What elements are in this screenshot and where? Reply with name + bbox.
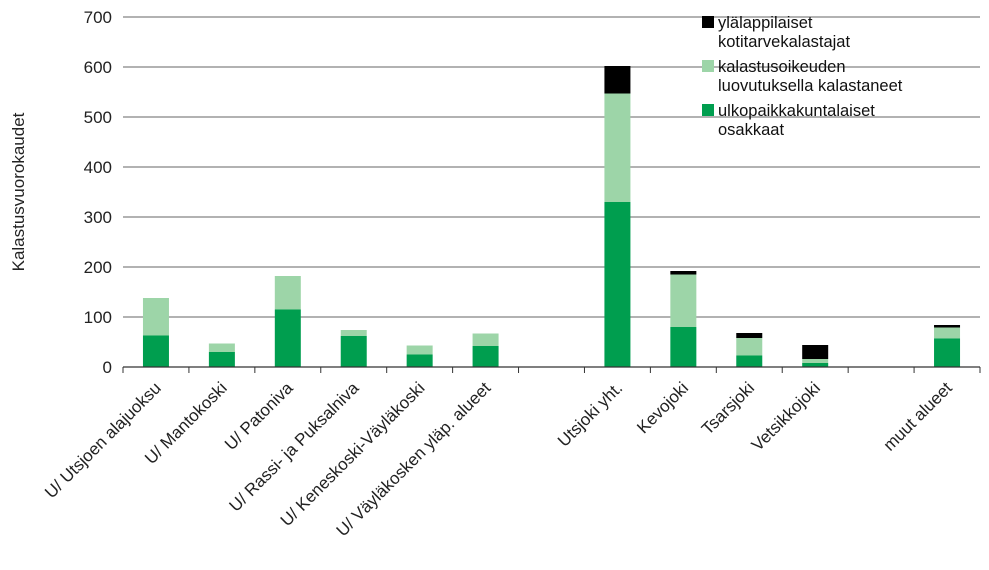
bar-segment bbox=[208, 352, 235, 367]
bar-segment bbox=[472, 333, 499, 346]
legend-swatch bbox=[702, 60, 714, 72]
y-tick-label: 500 bbox=[84, 108, 112, 127]
bar-segment bbox=[142, 298, 169, 336]
y-tick-label: 0 bbox=[103, 358, 112, 377]
bar-segment bbox=[736, 355, 763, 367]
bars bbox=[142, 66, 961, 367]
legend-swatch bbox=[702, 16, 714, 28]
y-tick-label: 100 bbox=[84, 308, 112, 327]
y-tick-labels: 0 100 200 300 400 500 600 700 bbox=[84, 8, 112, 377]
legend-label: kalastusoikeuden luovutuksella kalastanee… bbox=[718, 58, 903, 95]
x-tick-label: U/ Rassi- ja Puksalniva bbox=[226, 378, 363, 515]
bar-segment bbox=[670, 271, 697, 275]
legend-label-line: osakkaat bbox=[718, 121, 784, 139]
bar-segment bbox=[670, 327, 697, 367]
x-tick-label: Tsarsjoki bbox=[698, 378, 758, 438]
x-tick-label: Utsjoki yht. bbox=[554, 378, 626, 450]
bar-segment bbox=[736, 333, 763, 338]
y-tick-label: 200 bbox=[84, 258, 112, 277]
bar-segment bbox=[802, 363, 829, 367]
bar-segment bbox=[670, 274, 697, 327]
bar-segment bbox=[208, 343, 235, 352]
bar-segment bbox=[604, 202, 631, 367]
legend-swatch bbox=[702, 104, 714, 116]
y-tick-label: 400 bbox=[84, 158, 112, 177]
legend-label: ulkopaikkakuntalaiset osakkaat bbox=[718, 102, 875, 139]
y-tick-label: 600 bbox=[84, 58, 112, 77]
bar-segment bbox=[934, 327, 961, 339]
y-axis-label: Kalastusvuorokaudet bbox=[9, 112, 28, 271]
bar-segment bbox=[274, 309, 301, 367]
legend-label-line: ulkopaikkakuntalaiset bbox=[718, 102, 875, 120]
bar-segment bbox=[802, 345, 829, 359]
bar-segment bbox=[934, 325, 961, 328]
legend-label-line: kotitarvekalastajat bbox=[718, 33, 850, 51]
bar-segment bbox=[802, 359, 829, 363]
legend-label-line: luovutuksella kalastaneet bbox=[718, 77, 903, 95]
legend-label: ylälappilaiset kotitarvekalastajat bbox=[718, 14, 850, 51]
x-tick-label: U/ Utsjoen alajuoksu bbox=[41, 378, 165, 502]
bar-segment bbox=[406, 345, 433, 355]
y-tick-label: 700 bbox=[84, 8, 112, 27]
bar-segment bbox=[142, 335, 169, 367]
legend-label-line: kalastusoikeuden bbox=[718, 58, 846, 76]
bar-segment bbox=[472, 346, 499, 367]
bar-segment bbox=[736, 338, 763, 356]
x-tick-label: muut alueet bbox=[880, 378, 956, 454]
bar-segment bbox=[340, 336, 367, 367]
bar-segment bbox=[406, 354, 433, 367]
y-tick-label: 300 bbox=[84, 208, 112, 227]
legend-label-line: ylälappilaiset bbox=[718, 14, 813, 32]
bar-segment bbox=[274, 276, 301, 310]
bar-segment bbox=[604, 93, 631, 202]
legend: ylälappilaiset kotitarvekalastajat kalastu… bbox=[702, 14, 903, 139]
x-tick-label: Vetsikkojoki bbox=[748, 378, 824, 454]
gridlines bbox=[123, 16, 980, 318]
bar-segment bbox=[340, 330, 367, 336]
bar-segment bbox=[934, 338, 961, 367]
bar-segment bbox=[604, 66, 631, 94]
x-tick-label: Kevojoki bbox=[633, 378, 692, 437]
